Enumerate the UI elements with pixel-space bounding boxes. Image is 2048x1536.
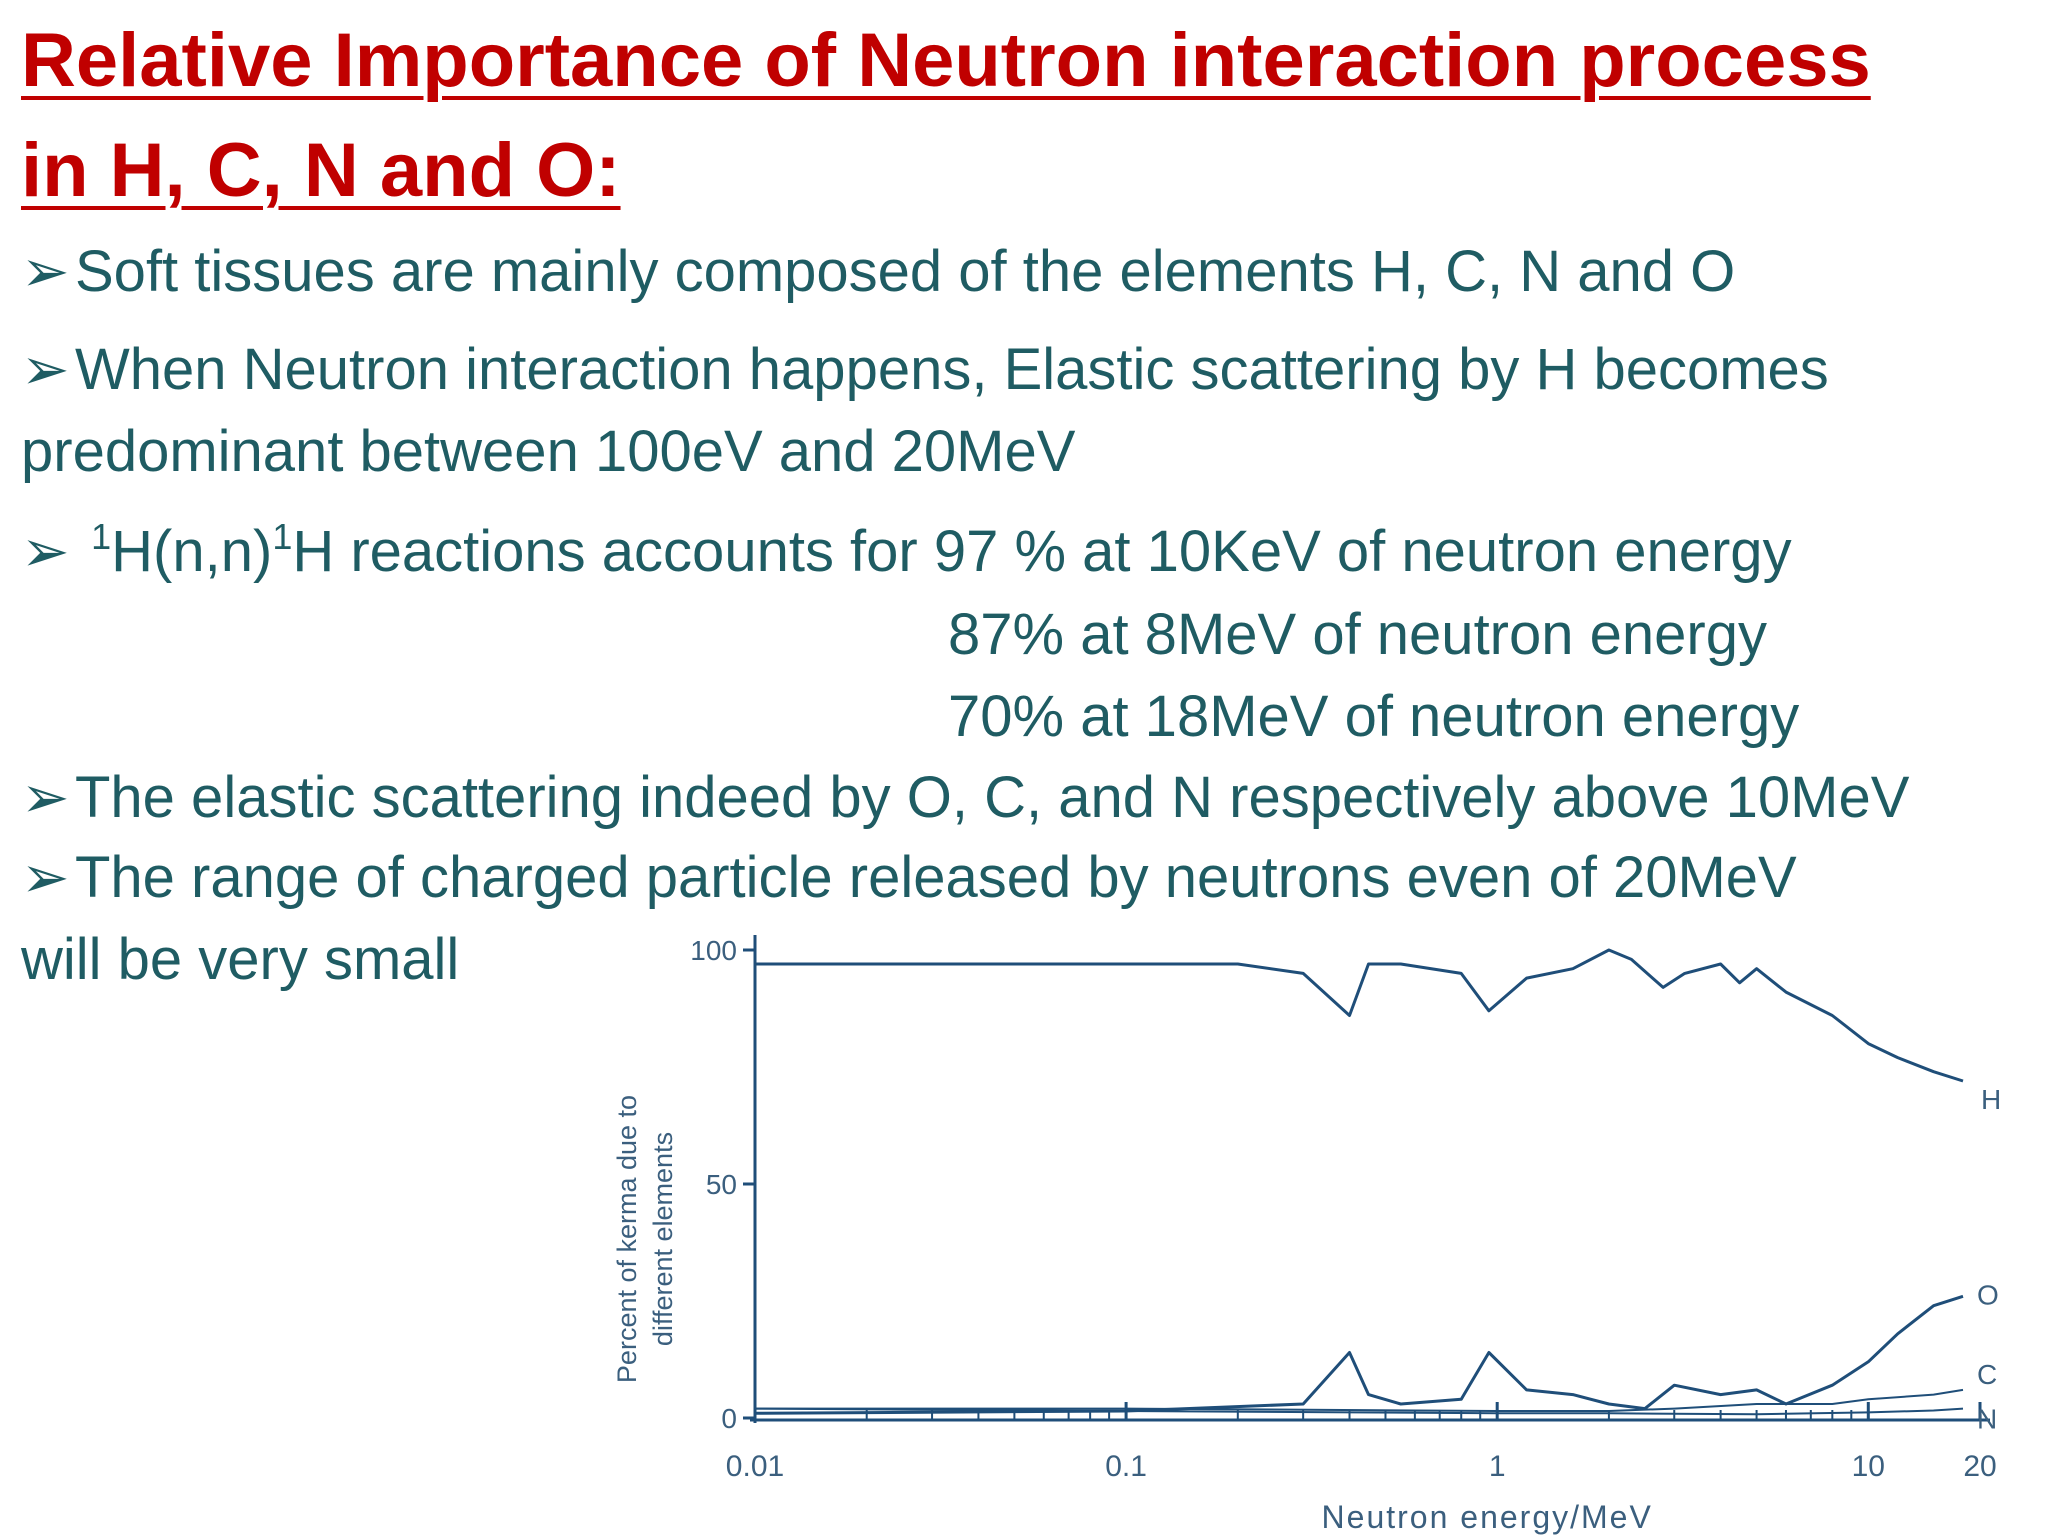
arrow-bullet-icon: ➢: [21, 337, 70, 402]
series-label-h: H: [1981, 1084, 2001, 1115]
x-tick-label: 0.01: [726, 1450, 784, 1483]
slide-title-line-1: Relative Importance of Neutron interacti…: [21, 18, 1871, 103]
arrow-bullet-icon: ➢: [21, 519, 70, 584]
x-tick-label: 10: [1852, 1450, 1885, 1483]
bullet-hydrogen-reactions: ➢ 1H(n,n)1H reactions accounts for 97 % …: [21, 517, 1792, 587]
series-label-c: C: [1977, 1359, 1997, 1390]
series-line-h: [755, 948, 1964, 1083]
x-axis-title: Neutron energy/MeV: [1322, 1499, 1653, 1535]
series-label-n: N: [1977, 1404, 1997, 1435]
bullet-hydrogen-18mev: 70% at 18MeV of neutron energy: [948, 684, 1800, 749]
bullet-soft-tissues: ➢Soft tissues are mainly composed of the…: [21, 237, 1735, 307]
bullet-elastic-scattering-cont: predominant between 100eV and 20MeV: [21, 419, 1076, 484]
arrow-bullet-icon: ➢: [21, 845, 70, 910]
series-line-o: [754, 1294, 1964, 1415]
y-axis-title-line-2: different elements: [648, 1132, 678, 1346]
y-axis-title-line-1: Percent of kerma due to: [612, 1095, 642, 1383]
slide-title: Relative Importance of Neutron interacti…: [21, 6, 2021, 226]
x-tick-label: 0.1: [1105, 1450, 1147, 1483]
superscript-mass-number: 1: [91, 516, 112, 557]
x-tick-label: 1: [1489, 1450, 1506, 1483]
bullet-hydrogen-8mev: 87% at 8MeV of neutron energy: [948, 602, 1767, 667]
bullet-charged-particle-range-cont: will be very small: [21, 927, 460, 992]
bullet-elastic-scattering: ➢When Neutron interaction happens, Elast…: [21, 335, 1829, 405]
arrow-bullet-icon: ➢: [21, 765, 70, 830]
chart-labels: 0.01 0.1 1 10 20 0 50 100 Neutron energy/MeV Perc…: [612, 935, 2001, 1535]
chart-axes: [743, 935, 1990, 1423]
y-tick-label: 50: [706, 1169, 737, 1200]
chart-series: [754, 948, 1964, 1416]
bullet-text: The range of charged particle released b…: [75, 845, 1797, 910]
series-label-o: O: [1977, 1279, 1999, 1310]
bullet-text: When Neutron interaction happens, Elasti…: [75, 337, 1829, 402]
series-line-c: [755, 1388, 1964, 1412]
bullet-text: Soft tissues are mainly composed of the …: [75, 239, 1736, 304]
bullet-text: H reactions accounts for 97 % at 10KeV o…: [292, 519, 1792, 584]
x-tick-label: 20: [1963, 1450, 1996, 1483]
kerma-chart: 0.01 0.1 1 10 20 0 50 100 Neutron energy/MeV Perc…: [612, 935, 2001, 1535]
series-line-n: [754, 1407, 1964, 1416]
superscript-mass-number: 1: [272, 516, 293, 557]
slide-title-line-2: in H, C, N and O:: [21, 128, 621, 213]
bullet-charged-particle-range: ➢The range of charged particle released …: [21, 843, 1797, 913]
reaction-label: H(n,n): [111, 519, 273, 584]
bullet-o-c-n-scattering: ➢The elastic scattering indeed by O, C, …: [21, 763, 1909, 833]
arrow-bullet-icon: ➢: [21, 239, 70, 304]
y-tick-label: 100: [690, 935, 737, 966]
y-tick-label: 0: [721, 1403, 737, 1434]
bullet-text: The elastic scattering indeed by O, C, a…: [75, 765, 1910, 830]
